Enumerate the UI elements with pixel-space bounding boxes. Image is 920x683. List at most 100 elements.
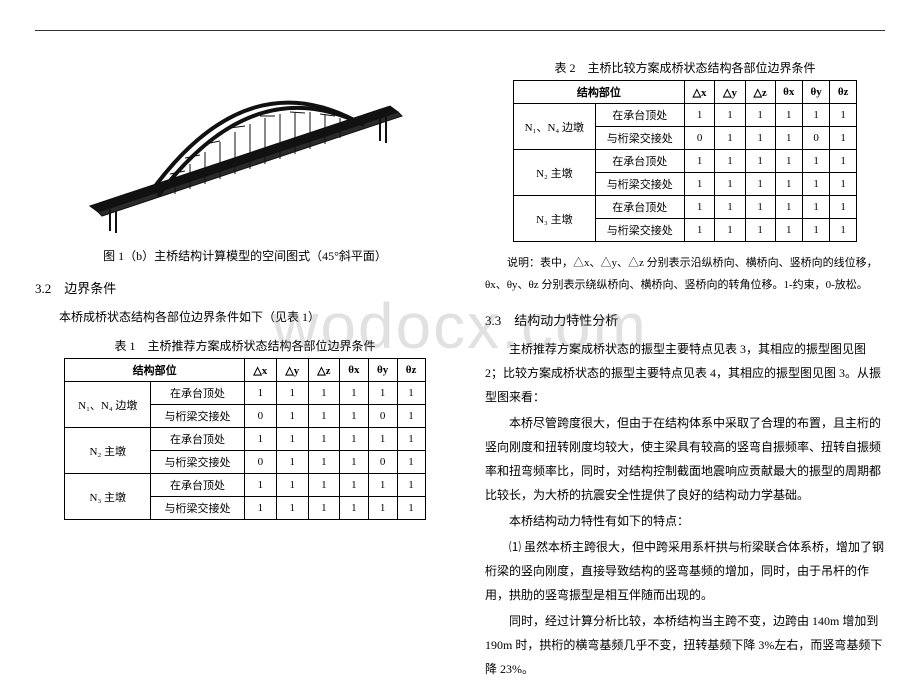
table-value-cell: 1 — [830, 173, 857, 196]
table-value-cell: 1 — [397, 474, 425, 497]
table-header-col: θz — [830, 81, 857, 104]
table-value-cell: 1 — [244, 428, 276, 451]
table-row: N₃ 主墩在承台顶处111111 — [514, 196, 857, 219]
table-value-cell: 1 — [397, 382, 425, 405]
table-position-cell: 在承台顶处 — [151, 382, 245, 405]
table-value-cell: 0 — [368, 405, 397, 428]
table-group-cell: N₁、N₄ 边墩 — [65, 382, 151, 428]
table-value-cell: 1 — [340, 382, 369, 405]
table-value-cell: 1 — [775, 173, 802, 196]
two-column-layout: 图 1（b）主桥结构计算模型的空间图式（45°斜平面） 3.2 边界条件 本桥成… — [35, 51, 885, 683]
table-value-cell: 1 — [276, 451, 308, 474]
table-value-cell: 1 — [684, 104, 714, 127]
table-value-cell: 1 — [802, 150, 829, 173]
table-1-boundary-conditions: 结构部位△x△y△zθxθyθzN₁、N₄ 边墩在承台顶处111111与桁梁交接… — [64, 358, 425, 520]
table-header-col: θx — [340, 359, 369, 382]
table-value-cell: 1 — [775, 150, 802, 173]
table-value-cell: 1 — [397, 428, 425, 451]
table-header-col: △z — [308, 359, 339, 382]
table-value-cell: 1 — [715, 104, 745, 127]
left-column: 图 1（b）主桥结构计算模型的空间图式（45°斜平面） 3.2 边界条件 本桥成… — [35, 51, 455, 683]
table-value-cell: 1 — [830, 196, 857, 219]
table-header-col: △y — [715, 81, 745, 104]
table-value-cell: 1 — [340, 428, 369, 451]
table-value-cell: 1 — [244, 474, 276, 497]
table-position-cell: 在承台顶处 — [595, 150, 684, 173]
table-group-cell: N₁、N₄ 边墩 — [514, 104, 596, 150]
para-3-3-2: 本桥尽管跨度很大，但由于在结构体系中采取了合理的布置，且主桁的竖向刚度和扭转刚度… — [485, 411, 885, 507]
table-header-col: △y — [276, 359, 308, 382]
table-value-cell: 0 — [802, 127, 829, 150]
table-value-cell: 0 — [244, 405, 276, 428]
table-group-cell: N₃ 主墩 — [514, 196, 596, 242]
table-header-col: △z — [745, 81, 775, 104]
table1-caption: 表 1 主桥推荐方案成桥状态结构各部位边界条件 — [35, 337, 455, 354]
table-position-cell: 与桁梁交接处 — [151, 497, 245, 520]
table-value-cell: 1 — [308, 497, 339, 520]
table-position-cell: 与桁梁交接处 — [151, 405, 245, 428]
table-value-cell: 1 — [308, 474, 339, 497]
table-position-cell: 在承台顶处 — [151, 474, 245, 497]
section-3-2-heading: 3.2 边界条件 — [35, 278, 455, 297]
table-value-cell: 1 — [308, 428, 339, 451]
table-row: N₁、N₄ 边墩在承台顶处111111 — [65, 382, 425, 405]
table-value-cell: 1 — [745, 104, 775, 127]
table-row: N₂ 主墩在承台顶处111111 — [514, 150, 857, 173]
table-header-col: △x — [684, 81, 714, 104]
table-value-cell: 1 — [775, 196, 802, 219]
table-value-cell: 1 — [276, 382, 308, 405]
table-position-cell: 在承台顶处 — [595, 196, 684, 219]
table-value-cell: 1 — [684, 196, 714, 219]
table-value-cell: 1 — [684, 150, 714, 173]
table-value-cell: 1 — [715, 150, 745, 173]
table-value-cell: 1 — [802, 196, 829, 219]
table-value-cell: 1 — [397, 451, 425, 474]
table-value-cell: 1 — [745, 219, 775, 242]
table-header-structure: 结构部位 — [65, 359, 244, 382]
table-value-cell: 1 — [802, 104, 829, 127]
table-value-cell: 1 — [276, 474, 308, 497]
section-3-3-heading: 3.3 结构动力特性分析 — [485, 310, 885, 329]
para-3-3-3: 本桥结构动力特性有如下的特点： — [485, 509, 885, 533]
table-row: N₃ 主墩在承台顶处111111 — [65, 474, 425, 497]
table-value-cell: 1 — [244, 382, 276, 405]
table-value-cell: 0 — [244, 451, 276, 474]
table-value-cell: 1 — [830, 127, 857, 150]
table-header-col: θx — [775, 81, 802, 104]
table-value-cell: 1 — [830, 104, 857, 127]
tables-note: 说明：表中，△x、△y、△z 分别表示沿纵桥向、横桥向、竖桥向的线位移，θx、θ… — [485, 252, 885, 296]
table-value-cell: 1 — [276, 405, 308, 428]
table-position-cell: 与桁梁交接处 — [151, 451, 245, 474]
table-group-cell: N₃ 主墩 — [65, 474, 151, 520]
table-value-cell: 1 — [745, 127, 775, 150]
table-value-cell: 0 — [684, 127, 714, 150]
table-position-cell: 与桁梁交接处 — [595, 173, 684, 196]
table-group-cell: N₂ 主墩 — [65, 428, 151, 474]
table-row: N₂ 主墩在承台顶处111111 — [65, 428, 425, 451]
table-value-cell: 1 — [715, 196, 745, 219]
table-value-cell: 1 — [308, 451, 339, 474]
table-value-cell: 1 — [397, 405, 425, 428]
table-value-cell: 1 — [340, 451, 369, 474]
table-value-cell: 1 — [715, 127, 745, 150]
table-header-col: θy — [802, 81, 829, 104]
figure-1b-caption: 图 1（b）主桥结构计算模型的空间图式（45°斜平面） — [35, 247, 455, 264]
table-value-cell: 1 — [340, 405, 369, 428]
table-value-cell: 1 — [308, 382, 339, 405]
table-value-cell: 1 — [276, 497, 308, 520]
table-row: N₁、N₄ 边墩在承台顶处111111 — [514, 104, 857, 127]
table-2-boundary-conditions: 结构部位△x△y△zθxθyθzN₁、N₄ 边墩在承台顶处111111与桁梁交接… — [513, 80, 857, 242]
table-position-cell: 与桁梁交接处 — [595, 219, 684, 242]
table-value-cell: 1 — [368, 474, 397, 497]
table-value-cell: 1 — [745, 196, 775, 219]
para-3-3-5: 同时，经过计算分析比较，本桥结构当主跨不变，边跨由 140m 增加到 190m … — [485, 609, 885, 681]
table-value-cell: 1 — [775, 104, 802, 127]
table-position-cell: 在承台顶处 — [595, 104, 684, 127]
table-value-cell: 1 — [308, 405, 339, 428]
table-group-cell: N₂ 主墩 — [514, 150, 596, 196]
table-header-col: θy — [368, 359, 397, 382]
table-value-cell: 1 — [244, 497, 276, 520]
bridge-diagram-icon — [80, 56, 410, 236]
table-value-cell: 1 — [775, 219, 802, 242]
table-value-cell: 0 — [368, 451, 397, 474]
